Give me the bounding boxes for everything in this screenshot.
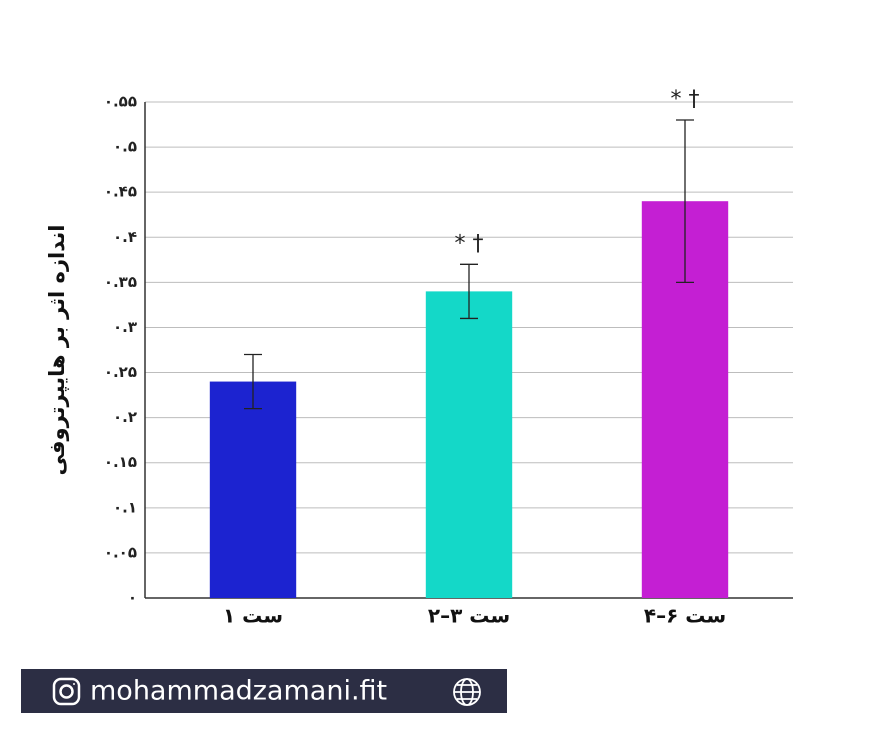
plot-area: ۰ ۰.۰۵ ۰.۱ ۰.۱۵ ۰.۲ ۰.۲۵ ۰.۳ ۰.۳۵ ۰.۴ ۰.۴۵ ۰.۵ ۰.۵۵… bbox=[104, 87, 793, 628]
y-tick-label: ۰.۴۵ bbox=[104, 183, 137, 201]
footer-background bbox=[21, 669, 507, 713]
y-tick-label: ۰.۰۵ bbox=[104, 543, 137, 561]
x-tick-label: ۴–۶ ست bbox=[644, 604, 726, 628]
y-tick-label: ۰ bbox=[128, 589, 137, 607]
instagram-icon bbox=[52, 677, 81, 706]
error-bar bbox=[244, 353, 262, 410]
error-bar bbox=[460, 263, 478, 320]
bar bbox=[425, 291, 513, 598]
y-tick-label: ۰.۲ bbox=[113, 408, 137, 426]
bar bbox=[209, 381, 297, 598]
y-tick-label: ۰.۳ bbox=[113, 318, 137, 336]
x-tick-label: ۱ ست bbox=[223, 604, 283, 628]
y-tick-label: ۰.۳۵ bbox=[104, 273, 137, 291]
y-tick-label: ۰.۵۵ bbox=[104, 93, 137, 111]
y-tick-label: ۰.۵ bbox=[113, 138, 137, 156]
significance-marker: * † bbox=[671, 87, 700, 112]
footer-text: mohammadzamani.fit bbox=[90, 676, 387, 707]
x-tick-label: ۲–۳ ست bbox=[428, 604, 510, 628]
y-tick-label: ۰.۱ bbox=[113, 498, 137, 516]
y-axis-label: اندازه اثر بر هایپرتروفی bbox=[45, 225, 69, 476]
y-tick-label: ۰.۱۵ bbox=[104, 453, 137, 471]
y-tick-label: ۰.۲۵ bbox=[104, 363, 137, 381]
footer: mohammadzamani.fit bbox=[21, 669, 507, 713]
significance-marker: * † bbox=[455, 231, 484, 256]
globe-icon bbox=[453, 678, 481, 706]
y-tick-label: ۰.۴ bbox=[113, 228, 137, 246]
error-bar bbox=[676, 119, 694, 284]
